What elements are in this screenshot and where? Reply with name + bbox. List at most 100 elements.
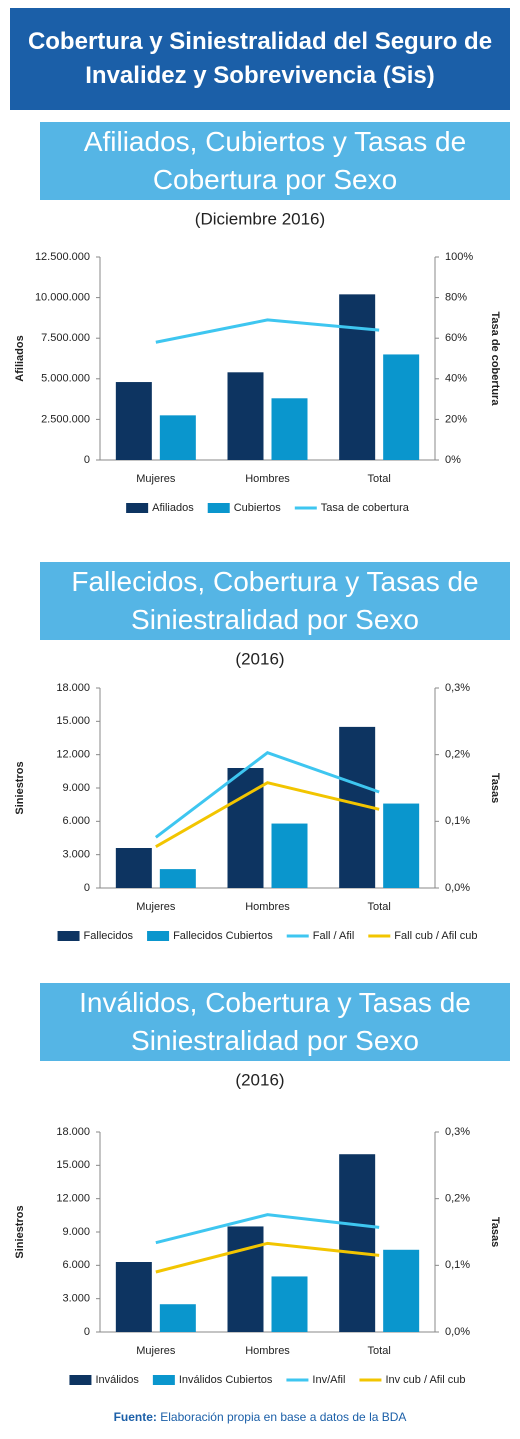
legend-label: Fallecidos: [84, 930, 134, 942]
y2-tick-label: 0,1%: [445, 815, 470, 827]
y-tick-label: 0: [84, 1326, 90, 1338]
legend-label: Inv cub / Afil cub: [385, 1374, 465, 1386]
footer-text: Elaboración propia en base a datos de la…: [160, 1410, 406, 1424]
y2-axis-label: Tasa de cobertura: [489, 312, 501, 407]
legend: Afiliados Cubiertos Tasa de cobertura: [126, 502, 410, 514]
y-tick-label: 15.000: [56, 715, 90, 727]
y-tick-label: 12.000: [56, 749, 90, 761]
y2-tick-label: 0,3%: [445, 682, 470, 694]
y2-tick-label: 100%: [445, 251, 473, 263]
line: [155, 318, 380, 344]
legend-swatch: [69, 1375, 92, 1385]
y2-axis-label: Tasas: [489, 773, 501, 803]
y-tick-label: 3.000: [62, 849, 90, 861]
y-tick-label: 6.000: [62, 815, 90, 827]
legend-label: Fall / Afil: [313, 930, 355, 942]
y2-tick-label: 0,2%: [445, 749, 470, 761]
x-tick-label: Hombres: [245, 473, 290, 485]
legend-label: Inválidos Cubiertos: [179, 1374, 273, 1386]
line: [155, 1213, 380, 1245]
y-tick-label: 7.500.000: [41, 332, 90, 344]
y2-tick-label: 0%: [445, 454, 461, 466]
section-title: Afiliados, Cubiertos y Tasas de Cobertur…: [40, 122, 510, 200]
bar: [159, 415, 196, 460]
y-tick-label: 9.000: [62, 782, 90, 794]
bar: [339, 1154, 376, 1332]
line: [155, 1241, 380, 1274]
y-tick-label: 5.000.000: [41, 373, 90, 385]
y-tick-label: 10.000.000: [35, 292, 90, 304]
y-tick-label: 0: [84, 882, 90, 894]
bar: [115, 382, 152, 460]
y-axis-label: Siniestros: [14, 1205, 26, 1258]
legend-swatch: [147, 931, 170, 941]
footer-label: Fuente:: [114, 1410, 157, 1424]
section-title: Fallecidos, Cobertura y Tasas de Siniest…: [40, 562, 510, 640]
x-tick-label: Total: [368, 473, 391, 485]
bar: [159, 869, 196, 888]
subtitle: (Diciembre 2016): [195, 209, 325, 228]
line: [155, 781, 380, 848]
bar: [271, 1276, 308, 1332]
y2-tick-label: 20%: [445, 413, 467, 425]
y2-tick-label: 60%: [445, 332, 467, 344]
y-tick-label: 2.500.000: [41, 413, 90, 425]
y-tick-label: 6.000: [62, 1259, 90, 1271]
bar: [339, 294, 376, 460]
line: [154, 750, 380, 839]
subtitle: (2016): [235, 649, 284, 668]
y-tick-label: 0: [84, 454, 90, 466]
x-tick-label: Total: [368, 1345, 391, 1357]
bar: [227, 768, 264, 888]
y-tick-label: 15.000: [56, 1159, 90, 1171]
y2-tick-label: 0,1%: [445, 1259, 470, 1271]
y-axis-label: Siniestros: [14, 761, 26, 814]
subtitle: (2016): [235, 1070, 284, 1089]
y2-tick-label: 0,0%: [445, 882, 470, 894]
bar: [383, 803, 420, 888]
x-tick-label: Mujeres: [136, 901, 176, 913]
y2-tick-label: 0,2%: [445, 1193, 470, 1205]
y-tick-label: 12.000: [56, 1193, 90, 1205]
legend: Fallecidos Fallecidos Cubiertos Fall / Afi…: [57, 930, 477, 942]
legend-label: Inv/Afil: [312, 1374, 345, 1386]
bar: [271, 823, 308, 888]
y2-tick-label: 0,3%: [445, 1126, 470, 1138]
y-axis-label: Afiliados: [14, 335, 26, 381]
legend-swatch: [126, 503, 149, 513]
y2-tick-label: 40%: [445, 373, 467, 385]
y-tick-label: 18.000: [56, 682, 90, 694]
legend: Inválidos Inválidos Cubiertos Inv/Afil Inv …: [69, 1374, 466, 1386]
legend-label: Tasa de cobertura: [321, 502, 410, 514]
y-tick-label: 12.500.000: [35, 251, 90, 263]
bar: [115, 1262, 152, 1332]
bar: [383, 1249, 420, 1332]
y2-axis-label: Tasas: [489, 1217, 501, 1247]
x-tick-label: Hombres: [245, 1345, 290, 1357]
x-tick-label: Hombres: [245, 901, 290, 913]
legend-swatch: [57, 931, 80, 941]
bar: [115, 848, 152, 888]
legend-label: Cubiertos: [234, 502, 282, 514]
footer: Fuente: Elaboración propia en base a dat…: [114, 1410, 407, 1424]
bar: [383, 354, 420, 460]
header-title: Cobertura y Siniestralidad del Seguro de…: [10, 8, 510, 110]
y-tick-label: 3.000: [62, 1293, 90, 1305]
bar: [227, 1226, 264, 1332]
y2-tick-label: 80%: [445, 292, 467, 304]
y-tick-label: 18.000: [56, 1126, 90, 1138]
legend-swatch: [207, 503, 230, 513]
bar: [227, 372, 264, 460]
x-tick-label: Mujeres: [136, 1345, 176, 1357]
x-tick-label: Mujeres: [136, 473, 176, 485]
x-tick-label: Total: [368, 901, 391, 913]
legend-label: Inválidos: [95, 1374, 139, 1386]
legend-label: Afiliados: [152, 502, 194, 514]
y-tick-label: 9.000: [62, 1226, 90, 1238]
bar: [159, 1304, 196, 1332]
legend-swatch: [152, 1375, 175, 1385]
y2-tick-label: 0,0%: [445, 1326, 470, 1338]
legend-label: Fall cub / Afil cub: [394, 930, 477, 942]
